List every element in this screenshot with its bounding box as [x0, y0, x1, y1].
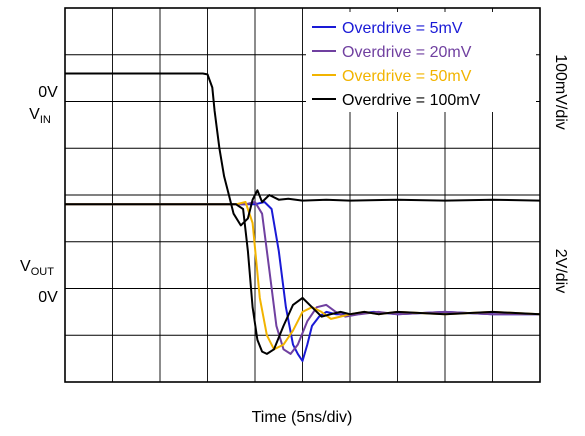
vout-label: VOUT	[20, 258, 54, 278]
series-line-overdrive-100mv	[65, 203, 541, 355]
vin-label-main: V	[29, 106, 40, 123]
legend-entry-label: Overdrive = 100mV	[342, 92, 481, 109]
legend-entry-label: Overdrive = 20mV	[342, 44, 472, 61]
vout-zero-label: 0V	[38, 289, 58, 306]
x-axis-label: Time (5ns/div)	[252, 409, 353, 426]
legend-entry-label: Overdrive = 5mV	[342, 20, 463, 37]
legend-entry-label: Overdrive = 50mV	[342, 68, 472, 85]
vout-label-sub: OUT	[31, 266, 55, 278]
vin-zero-label: 0V	[38, 84, 58, 101]
vin-label-sub: IN	[40, 114, 51, 126]
series-line-vin	[65, 72, 541, 227]
plot-frame	[64, 7, 541, 383]
legend: Overdrive = 5mV Overdrive = 20mV Overdrive…	[306, 12, 536, 112]
bottom-scale-label: 2V/div	[552, 249, 569, 293]
vout-label-main: V	[20, 258, 31, 275]
vin-label: VIN	[29, 106, 51, 126]
top-scale-label: 100mV/div	[552, 54, 569, 130]
legend-background	[306, 12, 536, 112]
traces	[65, 72, 541, 362]
